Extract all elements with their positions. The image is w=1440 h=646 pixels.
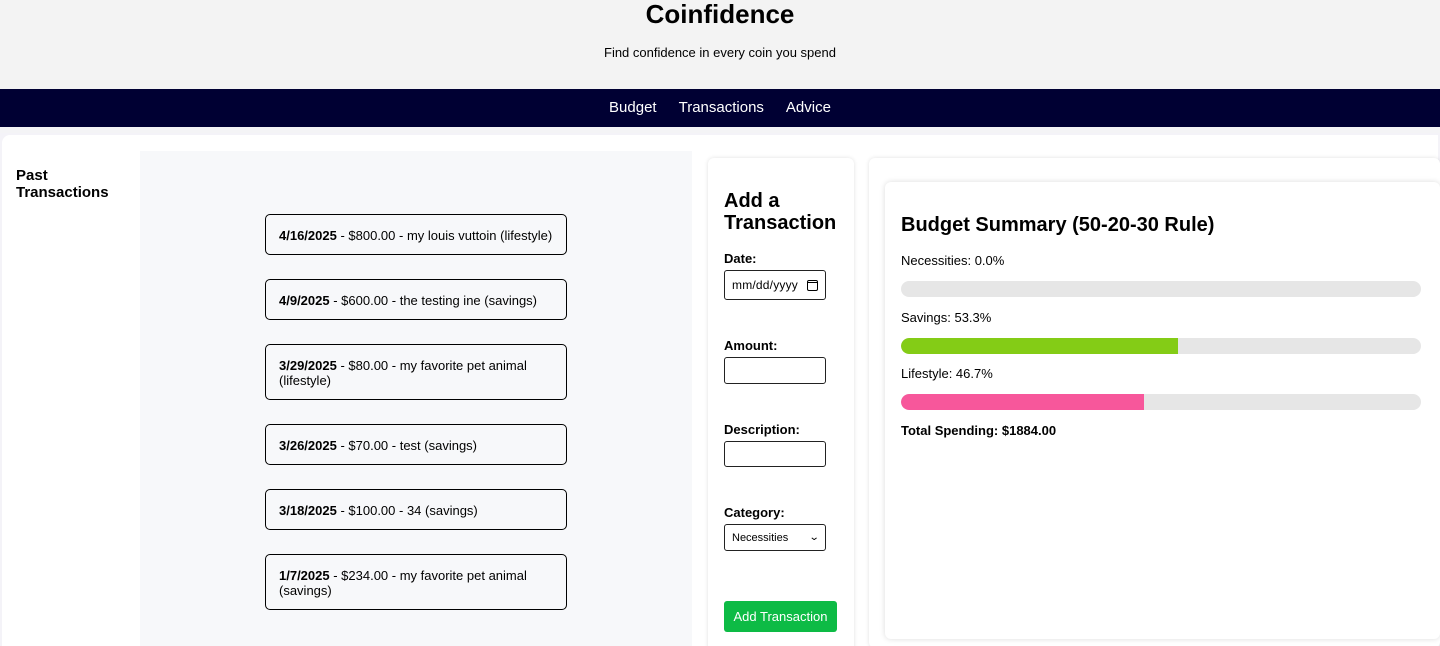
top-nav: Budget Transactions Advice [0, 89, 1440, 127]
budget-summary-card [885, 182, 1440, 639]
transaction-details: - $600.00 - the testing ine (savings) [329, 293, 537, 308]
transaction-item: 3/18/2025 - $100.00 - 34 (savings) [265, 489, 567, 530]
chevron-down-icon: ⌄ [808, 532, 820, 543]
necessities-progress-bar [901, 281, 1421, 297]
transaction-details: - $80.00 - my favorite pet animal (lifes… [279, 358, 527, 388]
transaction-details: - $70.00 - test (savings) [336, 438, 478, 453]
transaction-date: 4/9/2025 [279, 293, 330, 308]
necessities-label: Necessities: 0.0% [901, 253, 1005, 268]
transaction-date: 1/7/2025 [279, 568, 330, 583]
savings-progress-fill [901, 338, 1179, 354]
transaction-date: 3/18/2025 [279, 503, 337, 518]
transaction-date: 3/29/2025 [279, 358, 337, 373]
transaction-date: 3/26/2025 [279, 438, 337, 453]
transaction-details: - $100.00 - 34 (savings) [336, 503, 478, 518]
date-input[interactable]: mm/dd/yyyy [724, 270, 826, 300]
nav-link-budget[interactable]: Budget [609, 99, 657, 116]
transaction-item: 3/29/2025 - $80.00 - my favorite pet ani… [265, 344, 567, 400]
transaction-date: 4/16/2025 [279, 228, 337, 243]
app-title: Coinfidence [645, 0, 795, 29]
app-tagline: Find confidence in every coin you spend [604, 45, 836, 60]
transaction-item: 3/26/2025 - $70.00 - test (savings) [265, 424, 567, 465]
calendar-icon[interactable] [807, 279, 818, 291]
transaction-details: - $800.00 - my louis vuttoin (lifestyle) [336, 228, 553, 243]
date-label: Date: [724, 251, 757, 266]
app-header: Coinfidence Find confidence in every coi… [0, 0, 1440, 89]
amount-input[interactable] [724, 357, 826, 384]
lifestyle-progress-fill [901, 394, 1144, 410]
amount-label: Amount: [724, 338, 778, 353]
savings-label: Savings: 53.3% [901, 310, 992, 325]
transaction-item: 4/9/2025 - $600.00 - the testing ine (sa… [265, 279, 567, 320]
transaction-details: - $234.00 - my favorite pet animal (savi… [279, 568, 527, 598]
category-label: Category: [724, 505, 785, 520]
transaction-item: 4/16/2025 - $800.00 - my louis vuttoin (… [265, 214, 567, 255]
budget-summary-title: Budget Summary (50-20-30 Rule) [901, 214, 1215, 236]
add-transaction-card [708, 158, 854, 646]
category-selected-value: Necessities [732, 531, 789, 544]
nav-link-advice[interactable]: Advice [785, 99, 831, 116]
savings-progress-bar [901, 338, 1421, 354]
lifestyle-label: Lifestyle: 46.7% [901, 366, 993, 381]
transaction-item: 1/7/2025 - $234.00 - my favorite pet ani… [265, 554, 567, 610]
total-spending: Total Spending: $1884.00 [901, 423, 1057, 438]
past-transactions-heading: Past Transactions [16, 167, 109, 201]
description-label: Description: [724, 422, 800, 437]
lifestyle-progress-bar [901, 394, 1421, 410]
add-transaction-title: Add a Transaction [724, 190, 837, 234]
category-select[interactable]: Necessities ⌄ [724, 524, 826, 551]
nav-link-transactions[interactable]: Transactions [678, 99, 764, 116]
add-transaction-button[interactable]: Add Transaction [724, 601, 837, 632]
description-input[interactable] [724, 441, 826, 467]
date-placeholder: mm/dd/yyyy [732, 278, 799, 292]
